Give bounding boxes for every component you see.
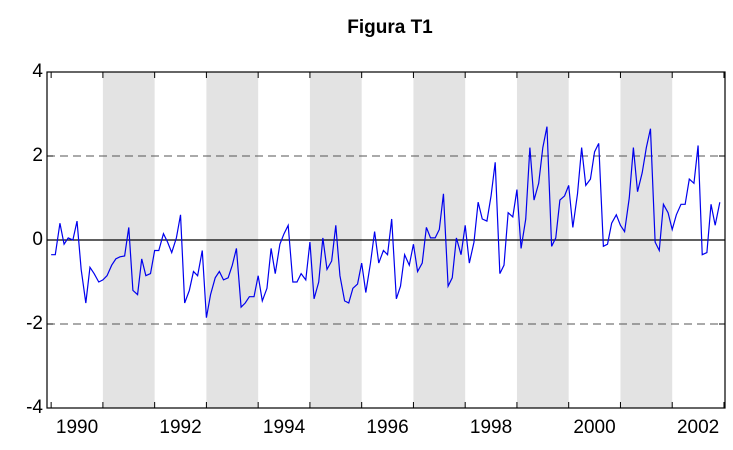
x-tick-label: 2000 <box>573 417 615 438</box>
x-tick-label: 1998 <box>470 417 512 438</box>
y-tick-label: 2 <box>32 145 43 166</box>
x-tick-label: 1990 <box>56 417 98 438</box>
x-tick-label: 1992 <box>159 417 201 438</box>
chart-title: Figura T1 <box>347 17 433 38</box>
y-tick-label: -4 <box>26 397 43 418</box>
x-tick-label: 1994 <box>263 417 306 438</box>
y-tick-label: 4 <box>32 61 43 82</box>
series-line <box>51 126 721 318</box>
y-tick-label: -2 <box>26 313 43 334</box>
y-tick-label: 0 <box>32 229 43 250</box>
x-tick-label: 1996 <box>366 417 408 438</box>
plot-frame <box>46 71 726 409</box>
x-tick-label: 2002 <box>677 417 719 438</box>
